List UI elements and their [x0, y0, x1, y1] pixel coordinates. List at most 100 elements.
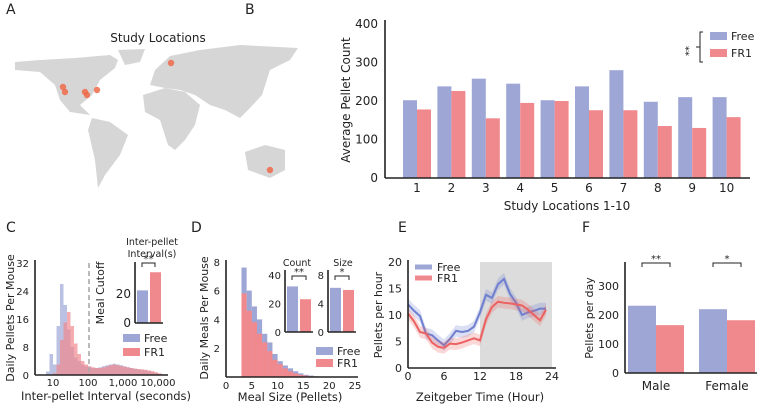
hist-bin-fr1 [77, 354, 81, 375]
legend-d-swatch-fr1 [316, 359, 333, 367]
x-tick-label: Female [705, 379, 748, 393]
x-tick-label: 6 [585, 181, 593, 195]
x-tick-label: 10 [719, 181, 734, 195]
hist-bin-fr1 [151, 371, 155, 375]
y-tick-label: 16 [16, 315, 29, 326]
x-tick-label: 15 [297, 381, 310, 392]
hist-bin-fr1 [256, 333, 263, 377]
x-tick-label: Male [642, 379, 670, 393]
y-tick-label: 24 [16, 287, 29, 298]
significance-marker-bracket [641, 262, 671, 267]
hist-bin-fr1 [70, 326, 74, 375]
x-tick-label: 100 [78, 378, 97, 389]
hist-bin-fr1 [262, 342, 268, 377]
y-tick-label: 200 [355, 94, 378, 108]
y-tick-label: 200 [598, 309, 619, 322]
x-tick-label: 0 [223, 381, 229, 392]
x-tick-label: 2 [448, 181, 456, 195]
inset-y-tick-label: 0 [318, 328, 324, 339]
x-tick-label: 5 [249, 381, 255, 392]
study-location-dot [167, 59, 175, 67]
inset-y-tick-label: 0 [275, 328, 281, 339]
hist-bin-fr1 [84, 364, 88, 375]
map-north-america [15, 55, 118, 115]
y-axis-label: Pellets per hour [372, 271, 385, 358]
inset-y-tick-label: 8 [318, 271, 324, 282]
hist-bin-free [60, 284, 64, 375]
x-tick-label: 24 [545, 370, 559, 383]
significance-marker: ** [684, 46, 695, 56]
y-tick-label: 32 [16, 259, 29, 270]
bar-fr1-loc-6 [589, 110, 603, 178]
inset-bar-free [287, 286, 298, 332]
map-greenland [118, 49, 145, 65]
hist-bin-fr1 [137, 369, 141, 375]
bar-fr1-loc-2 [451, 90, 466, 178]
y-tick-label: 0 [23, 371, 29, 382]
inset-significance-bracket [141, 262, 156, 267]
x-tick-label: 8 [654, 181, 662, 195]
hist-bin-fr1 [277, 364, 283, 377]
y-axis-label: Daily Meals Per Mouse [198, 256, 211, 380]
y-tick-label: 0 [612, 367, 619, 380]
bar-free-loc-10 [712, 97, 727, 178]
meal-cutoff-label: Meal Cutoff [94, 261, 107, 324]
significance-marker: ** [651, 254, 661, 265]
hist-bin-fr1 [60, 340, 64, 375]
legend-c-swatch-free [123, 334, 140, 342]
inset-title: Interval(s) [128, 249, 177, 260]
x-axis-label: Zeitgeber Time (Hour) [416, 390, 544, 404]
map-title: Study Locations [110, 31, 205, 45]
study-location-dot [266, 166, 274, 174]
hist-bin-fr1 [158, 373, 162, 375]
map-africa [143, 88, 200, 150]
bar-free-loc-6 [575, 86, 589, 178]
inset-y-tick-label: 40 [268, 271, 281, 282]
x-tick-label: 25 [349, 381, 362, 392]
hist-bin-fr1 [56, 364, 60, 375]
hist-bin-fr1 [119, 365, 123, 375]
inset-significance-bracket [334, 275, 350, 280]
map-australia [245, 145, 285, 178]
error-band-free [408, 273, 546, 352]
hist-bin-free [56, 326, 60, 375]
x-tick-label: 12 [473, 370, 487, 383]
x-tick-label: 20 [323, 381, 336, 392]
bar-fr1-female [727, 320, 755, 373]
bar-fr1-loc-5 [554, 101, 569, 178]
hist-bin-fr1 [126, 367, 130, 375]
y-tick-label: 0 [395, 362, 402, 375]
hist-bin-fr1 [105, 366, 109, 375]
legend-e-label-free: Free [437, 261, 461, 274]
x-tick-label: 5 [551, 181, 559, 195]
y-tick-label: 300 [355, 56, 378, 70]
hist-bin-fr1 [241, 293, 247, 377]
bar-free-loc-9 [678, 97, 693, 178]
legend-e-label-fr1: FR1 [437, 272, 458, 285]
inset-bar-fr1 [150, 272, 161, 323]
y-tick-label: 4 [214, 315, 220, 326]
legend-b-label-fr1: FR1 [731, 47, 752, 60]
significance-bracket [696, 31, 703, 63]
legend-c-swatch-fr1 [123, 348, 140, 356]
x-axis-label: Inter-pellet Interval (seconds) [21, 389, 191, 403]
y-tick-label: 15 [388, 283, 402, 296]
hist-bin-fr1 [102, 367, 106, 375]
inset-significance: ** [144, 254, 154, 265]
x-tick-label: 6 [441, 370, 448, 383]
hist-bin-fr1 [95, 368, 99, 375]
legend-b-swatch-free [710, 32, 727, 40]
legend-c-label-fr1: FR1 [144, 346, 165, 359]
x-tick-label: 3 [482, 181, 490, 195]
study-location-dot [61, 88, 69, 96]
hist-bin-fr1 [81, 361, 85, 375]
bar-free-loc-4 [506, 83, 521, 178]
bar-fr1-loc-4 [520, 102, 535, 178]
legend-b-swatch-fr1 [710, 49, 727, 57]
legend-d-label-free: Free [337, 345, 361, 358]
legend-d-swatch-free [316, 347, 333, 355]
bar-free-loc-3 [471, 78, 486, 178]
study-location-dot [83, 91, 91, 99]
hist-bin-fr1 [116, 365, 120, 375]
y-tick-label: 8 [214, 258, 220, 269]
